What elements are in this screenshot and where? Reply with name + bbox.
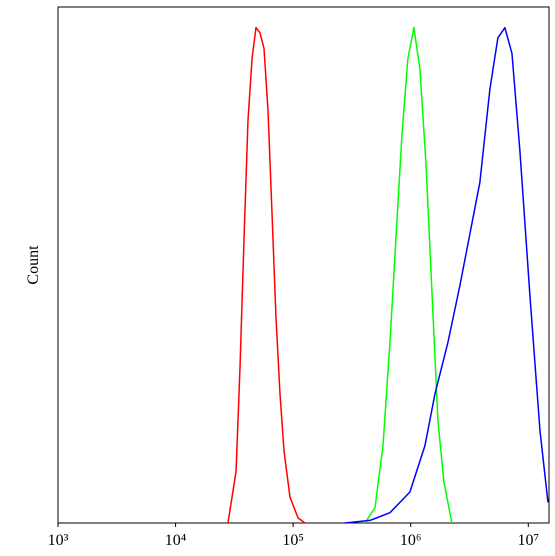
histogram-line	[344, 26, 549, 524]
x-tick-label: 10⁷	[518, 532, 540, 549]
x-tick-label: 10⁵	[282, 532, 304, 549]
histogram-line	[364, 26, 453, 524]
plot-frame	[57, 6, 550, 524]
x-tick-label: 10³	[48, 532, 69, 549]
histogram-line	[227, 26, 306, 524]
x-tick-label: 10⁶	[400, 532, 422, 549]
y-axis-label: Count	[25, 245, 42, 285]
x-tick-label: 10⁴	[165, 532, 187, 549]
